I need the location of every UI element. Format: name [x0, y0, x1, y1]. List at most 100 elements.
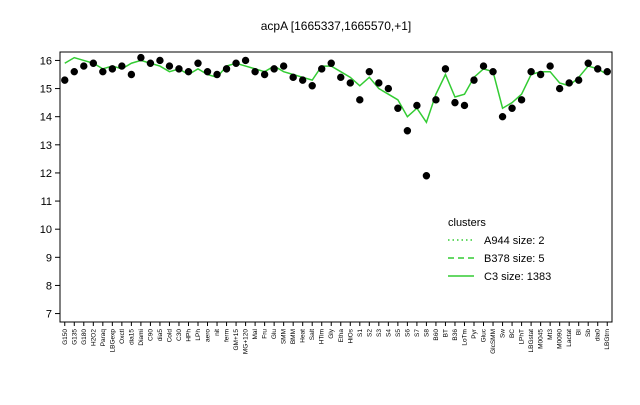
x-tick-label: Glu: [271, 329, 278, 340]
x-tick-label: dia15: [128, 329, 135, 345]
data-point: [127, 70, 136, 79]
x-tick-label: S7: [414, 329, 421, 337]
x-tick-label: HTim: [319, 329, 326, 344]
data-point: [184, 67, 193, 76]
x-tick-label: dia5: [157, 329, 164, 342]
x-tick-label: Gly: [328, 328, 335, 339]
x-tick-label: S6: [404, 329, 411, 337]
x-tick-label: Paraq: [100, 329, 107, 347]
x-tick-label: C90: [147, 329, 154, 341]
data-point: [108, 65, 117, 73]
data-point: [394, 104, 402, 112]
data-point: [479, 62, 488, 70]
data-point: [403, 127, 412, 135]
data-point: [517, 96, 526, 104]
x-tick-label: S5: [395, 329, 402, 337]
x-tick-label: S1: [357, 329, 364, 337]
x-tick-label: S2: [366, 329, 373, 337]
data-point: [384, 84, 393, 93]
x-tick-label: BMM: [290, 329, 297, 344]
x-tick-label: Mt3: [547, 329, 554, 340]
data-point: [346, 79, 354, 87]
data-point: [498, 112, 507, 121]
data-point: [203, 67, 212, 76]
chart-title: acpA [1665337,1665570,+1]: [261, 19, 411, 33]
x-tick-label: S4: [385, 329, 392, 337]
data-point: [260, 70, 269, 79]
plot-frame: [59, 51, 613, 323]
x-tick-label: BT: [442, 329, 449, 337]
x-tick-label: Cold: [166, 329, 173, 343]
data-point: [422, 172, 431, 180]
data-point: [279, 62, 288, 70]
x-tick-label: S3: [376, 329, 383, 337]
legend-label: A944 size: 2: [484, 235, 545, 247]
x-tick-label: LBGtrn: [604, 329, 611, 350]
data-point: [308, 82, 316, 90]
data-point: [89, 59, 98, 67]
y-tick-label: 11: [41, 196, 52, 208]
data-point: [270, 65, 278, 73]
series-line: [64, 56, 608, 124]
x-tick-label: B36: [452, 329, 459, 341]
y-tick-label: 14: [40, 112, 52, 124]
y-tick-label: 13: [40, 140, 52, 152]
x-tick-label: M0090: [557, 329, 564, 349]
x-tick-label: H2O2: [90, 329, 97, 346]
data-point: [603, 67, 611, 76]
data-point: [574, 76, 583, 84]
y-tick-label: 12: [40, 168, 52, 180]
legend-label: B378 size: 5: [484, 253, 545, 265]
data-point: [432, 96, 440, 104]
data-point: [413, 101, 421, 110]
x-tick-label: SMM: [281, 329, 288, 344]
x-tick-label: Fru: [262, 329, 269, 339]
x-tick-label: LBGexp: [109, 329, 116, 353]
data-point: [546, 62, 554, 70]
x-tick-label: Sb: [585, 329, 592, 337]
y-tick-label: 8: [46, 280, 52, 292]
y-tick-label: 15: [40, 84, 52, 96]
data-point: [156, 56, 164, 65]
data-point: [441, 65, 450, 73]
data-point: [594, 65, 602, 73]
x-tick-label: M0045: [538, 329, 545, 349]
data-point: [99, 67, 107, 76]
x-tick-label: S8: [423, 329, 430, 337]
data-point: [555, 84, 564, 93]
x-tick-label: Lactat: [566, 329, 573, 347]
legend-label: C3 size: 1383: [484, 271, 551, 283]
x-tick-label: G180: [81, 329, 88, 345]
data-point: [118, 62, 126, 70]
data-point: [232, 59, 240, 67]
data-point: [365, 67, 374, 76]
x-tick-label: GlcSMM: [490, 329, 497, 354]
data-point: [489, 67, 497, 76]
data-point: [527, 67, 535, 76]
x-tick-label: HiOs: [347, 328, 354, 343]
data-point: [70, 67, 78, 76]
data-point: [213, 70, 221, 79]
x-tick-label: LoTm: [461, 329, 468, 346]
data-point: [565, 79, 573, 87]
x-tick-label: C30: [176, 329, 183, 341]
x-tick-label: LBGstat: [528, 329, 535, 353]
x-tick-label: LPh: [195, 329, 202, 341]
data-point: [298, 76, 307, 84]
data-point: [460, 101, 469, 110]
x-tick-label: HPh: [185, 329, 192, 342]
x-tick-label: Salt: [309, 329, 316, 340]
data-point: [375, 79, 383, 87]
data-point: [194, 59, 202, 67]
data-point: [251, 67, 259, 76]
x-tick-label: LPhT: [519, 329, 526, 345]
x-tick-label: Oxctl: [119, 328, 126, 343]
y-tick-label: 7: [46, 309, 52, 321]
y-tick-label: 10: [40, 224, 52, 236]
x-tick-label: G135: [71, 329, 78, 345]
x-tick-label: Etha: [338, 329, 345, 343]
data-point: [289, 73, 297, 82]
x-tick-label: dia0: [595, 329, 602, 342]
y-tick-label: 16: [40, 55, 52, 67]
